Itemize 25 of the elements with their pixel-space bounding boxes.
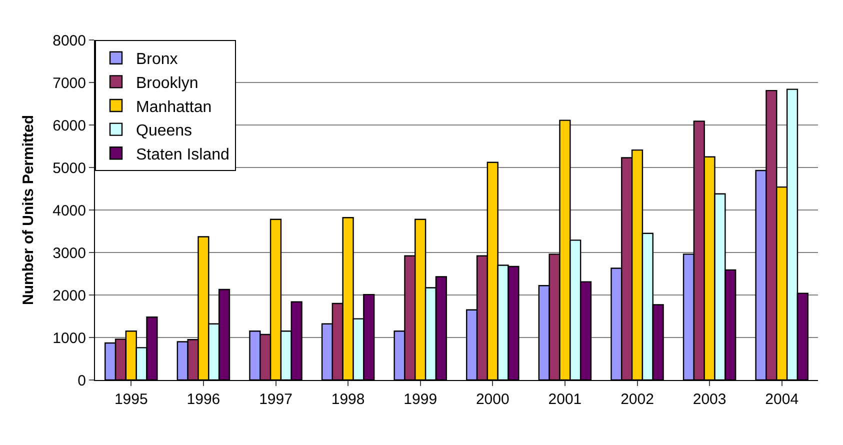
legend-label: Brooklyn [136,74,198,92]
x-tick-label: 1997 [259,391,292,408]
x-tick-label: 2002 [620,391,654,408]
y-tick-label: 3000 [52,244,86,262]
y-tick-label: 5000 [52,160,86,177]
legend-label: Staten Island [136,146,230,164]
x-tick-label: 2000 [476,391,510,408]
x-tick-label: 1999 [404,391,438,408]
y-tick-label: 6000 [52,117,86,134]
x-tick-label: 1996 [186,391,220,408]
x-tick-label: 2003 [692,391,726,408]
x-tick-label: 2001 [548,391,582,408]
y-tick-label: 2000 [52,287,86,304]
y-tick-label: 1000 [52,330,86,347]
x-tick-label: 1998 [331,391,365,408]
y-tick-label: 4000 [52,202,86,220]
legend-label: Bronx [136,51,178,68]
legend-label: Queens [136,122,192,140]
y-tick-label: 8000 [52,32,86,50]
y-axis-title: Number of Units Permitted [20,114,37,306]
y-tick-label: 0 [78,372,86,390]
y-tick-label: 7000 [52,74,86,92]
x-tick-label: 1995 [114,391,148,408]
legend-label: Manhattan [136,98,212,116]
x-tick-label: 2004 [765,391,799,408]
